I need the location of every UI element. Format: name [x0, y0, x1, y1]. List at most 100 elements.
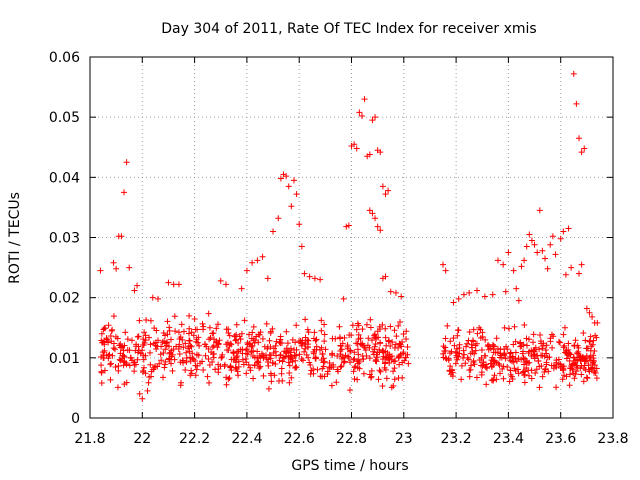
data-point — [277, 352, 284, 359]
data-point — [243, 350, 250, 357]
data-point — [500, 363, 507, 370]
data-point — [515, 297, 522, 304]
data-point — [244, 341, 251, 348]
data-point — [210, 342, 217, 349]
data-point — [454, 356, 461, 363]
data-point — [281, 348, 288, 355]
data-point — [213, 325, 220, 332]
data-point — [269, 359, 276, 366]
data-point — [161, 364, 168, 371]
data-point — [237, 336, 244, 343]
data-point — [186, 312, 193, 319]
data-point — [172, 328, 179, 335]
data-point — [578, 261, 585, 268]
data-point — [293, 364, 300, 371]
data-point — [530, 339, 537, 346]
data-point — [350, 356, 357, 363]
data-point — [543, 359, 550, 366]
data-point — [158, 357, 165, 364]
data-point — [442, 335, 449, 342]
data-point — [528, 352, 535, 359]
data-point — [285, 353, 292, 360]
data-point — [305, 354, 312, 361]
data-point — [447, 338, 454, 345]
data-point — [222, 281, 229, 288]
data-point — [292, 339, 299, 346]
data-point — [576, 270, 583, 277]
data-point — [544, 354, 551, 361]
data-point — [147, 317, 154, 324]
data-point — [292, 357, 299, 364]
data-point — [368, 373, 375, 380]
data-point — [278, 365, 285, 372]
data-point — [490, 343, 497, 350]
data-point — [338, 346, 345, 353]
data-point — [507, 350, 514, 357]
data-point — [317, 276, 324, 283]
data-point — [587, 347, 594, 354]
data-point — [207, 334, 214, 341]
data-point — [273, 338, 280, 345]
data-point — [369, 337, 376, 344]
chart-title: Day 304 of 2011, Rate Of TEC Index for r… — [161, 21, 536, 37]
data-point — [257, 329, 264, 336]
data-point — [108, 360, 115, 367]
data-point — [366, 207, 373, 214]
data-point — [448, 348, 455, 355]
data-point — [489, 291, 496, 298]
data-point — [357, 341, 364, 348]
data-point — [256, 331, 263, 338]
data-point — [500, 375, 507, 382]
data-point — [165, 279, 172, 286]
data-point — [367, 324, 374, 331]
data-point — [380, 353, 387, 360]
data-point — [491, 372, 498, 379]
data-point — [180, 328, 187, 335]
data-point — [217, 277, 224, 284]
data-point — [460, 347, 467, 354]
data-point — [371, 343, 378, 350]
data-point — [368, 367, 375, 374]
data-point — [147, 361, 154, 368]
data-point — [285, 183, 292, 190]
data-point — [396, 340, 403, 347]
data-point — [248, 349, 255, 356]
data-point — [223, 374, 230, 381]
data-point — [446, 367, 453, 374]
data-point — [517, 343, 524, 350]
data-point — [169, 351, 176, 358]
data-point — [337, 335, 344, 342]
x-tick-label: 23 — [395, 431, 413, 447]
data-point — [559, 376, 566, 383]
data-point — [488, 377, 495, 384]
data-point — [565, 340, 572, 347]
data-point — [136, 390, 143, 397]
data-point — [578, 362, 585, 369]
data-point — [135, 333, 142, 340]
data-point — [398, 343, 405, 350]
data-point — [150, 340, 157, 347]
data-point — [123, 159, 130, 166]
data-point — [234, 352, 241, 359]
data-point — [586, 309, 593, 316]
data-point — [566, 365, 573, 372]
data-point — [382, 334, 389, 341]
data-point — [383, 375, 390, 382]
data-point — [235, 358, 242, 365]
data-point — [200, 367, 207, 374]
data-point — [589, 313, 596, 320]
data-point — [354, 376, 361, 383]
data-point — [479, 329, 486, 336]
data-point — [100, 355, 107, 362]
data-point — [306, 359, 313, 366]
data-point — [126, 264, 133, 271]
data-point — [347, 348, 354, 355]
y-tick-label: 0.04 — [49, 170, 80, 186]
data-point — [466, 289, 473, 296]
data-point — [286, 362, 293, 369]
data-point — [165, 343, 172, 350]
data-point — [446, 350, 453, 357]
data-point — [120, 362, 127, 369]
data-point — [141, 329, 148, 336]
data-point — [140, 369, 147, 376]
